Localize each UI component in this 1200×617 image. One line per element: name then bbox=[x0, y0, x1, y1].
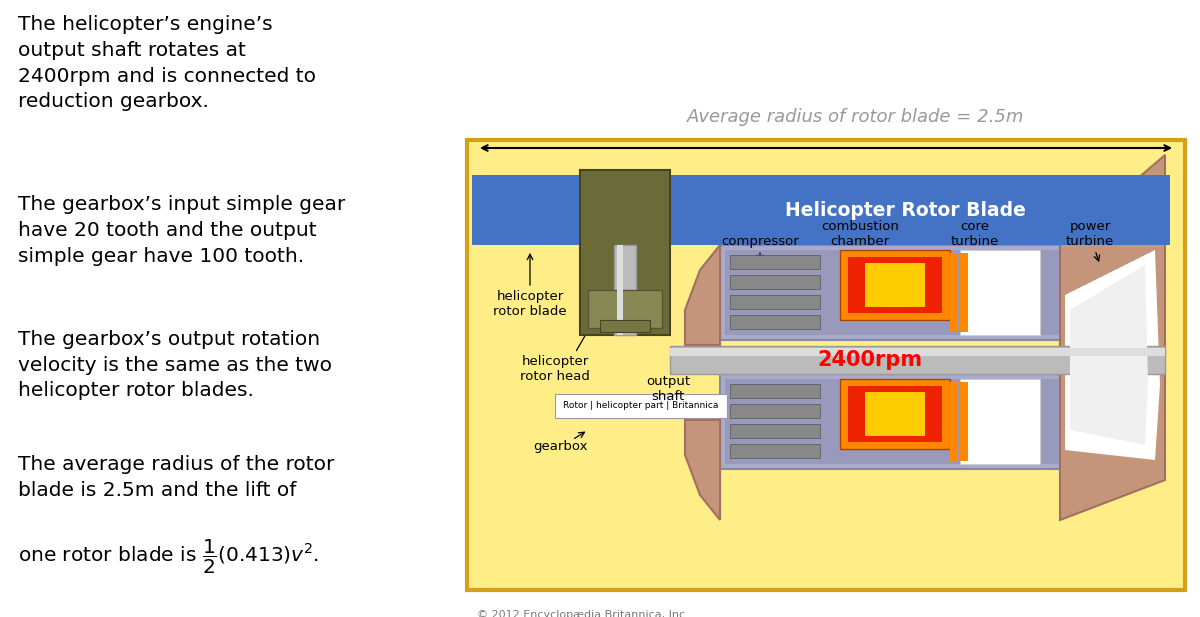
Bar bbox=[725, 379, 1105, 464]
Bar bbox=[630, 203, 640, 217]
Text: output
shaft: output shaft bbox=[646, 375, 690, 403]
FancyBboxPatch shape bbox=[554, 394, 727, 418]
Text: Rotor | helicopter part | Britannica: Rotor | helicopter part | Britannica bbox=[563, 402, 719, 410]
Text: The helicopter’s engine’s
output shaft rotates at
2400rpm and is connected to
re: The helicopter’s engine’s output shaft r… bbox=[18, 15, 316, 111]
Polygon shape bbox=[685, 245, 720, 345]
Bar bbox=[840, 250, 950, 320]
Bar bbox=[730, 384, 820, 398]
Polygon shape bbox=[1070, 265, 1148, 445]
Bar bbox=[614, 245, 636, 335]
Bar bbox=[865, 392, 925, 436]
Text: © 2012 Encyclopædia Britannica, Inc.: © 2012 Encyclopædia Britannica, Inc. bbox=[478, 610, 689, 617]
Bar bbox=[720, 245, 1110, 340]
Bar bbox=[720, 374, 1110, 469]
Text: The gearbox’s input simple gear
have 20 tooth and the output
simple gear have 10: The gearbox’s input simple gear have 20 … bbox=[18, 195, 346, 265]
Text: The gearbox’s output rotation
velocity is the same as the two
helicopter rotor b: The gearbox’s output rotation velocity i… bbox=[18, 330, 332, 400]
Bar bbox=[472, 175, 592, 245]
Polygon shape bbox=[1066, 250, 1160, 460]
Bar bbox=[960, 253, 968, 332]
Bar bbox=[725, 250, 1105, 335]
Bar bbox=[848, 257, 942, 313]
Bar bbox=[730, 275, 820, 289]
Bar bbox=[670, 348, 1165, 356]
Text: power
turbine: power turbine bbox=[1066, 220, 1114, 248]
Bar bbox=[600, 320, 650, 332]
Bar bbox=[865, 263, 925, 307]
Text: one rotor blade is $\dfrac{1}{2}$(0.413)$v^2$.: one rotor blade is $\dfrac{1}{2}$(0.413)… bbox=[18, 538, 319, 576]
Bar bbox=[670, 346, 1165, 374]
Text: helicopter
rotor blade: helicopter rotor blade bbox=[493, 290, 566, 318]
Text: 2400rpm: 2400rpm bbox=[817, 350, 923, 370]
Text: Helicopter Rotor Blade: Helicopter Rotor Blade bbox=[785, 201, 1026, 220]
Bar bbox=[730, 444, 820, 458]
Bar bbox=[580, 203, 592, 217]
Text: helicopter
rotor head: helicopter rotor head bbox=[520, 355, 590, 383]
Bar bbox=[588, 290, 662, 328]
Bar bbox=[950, 382, 958, 461]
Polygon shape bbox=[685, 420, 720, 520]
Bar bbox=[617, 245, 623, 335]
Text: The average radius of the rotor
blade is 2.5m and the lift of: The average radius of the rotor blade is… bbox=[18, 455, 335, 500]
Bar bbox=[467, 140, 1186, 590]
Bar bbox=[960, 250, 1040, 335]
Bar bbox=[730, 255, 820, 269]
Bar bbox=[950, 253, 958, 332]
Bar bbox=[960, 382, 968, 461]
Bar bbox=[730, 404, 820, 418]
Polygon shape bbox=[1060, 155, 1165, 520]
Text: Average radius of rotor blade = 2.5m: Average radius of rotor blade = 2.5m bbox=[688, 108, 1025, 126]
Text: compressor: compressor bbox=[721, 235, 799, 248]
Bar bbox=[960, 379, 1040, 464]
Text: core
turbine: core turbine bbox=[950, 220, 1000, 248]
Bar bbox=[730, 295, 820, 309]
Bar bbox=[730, 424, 820, 438]
Bar bbox=[640, 175, 1170, 245]
Bar bbox=[840, 379, 950, 449]
Text: combustion
chamber: combustion chamber bbox=[821, 220, 899, 248]
Bar bbox=[580, 170, 670, 335]
Text: gearbox: gearbox bbox=[533, 440, 587, 453]
Bar bbox=[848, 386, 942, 442]
Bar bbox=[730, 315, 820, 329]
